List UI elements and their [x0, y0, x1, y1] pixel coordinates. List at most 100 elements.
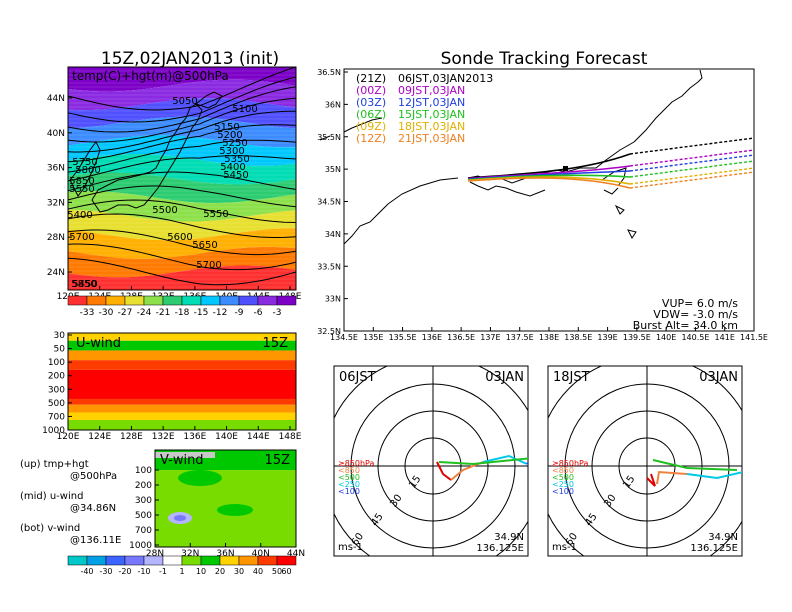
- track-lon-ticks: 134.5E 135E 135.5E 136E 136.5E 137E 137.5E 138E…: [330, 327, 768, 342]
- track-dashed: [629, 171, 755, 189]
- tick-label: 32.5N: [317, 327, 341, 336]
- hodo-date: 03JAN: [485, 370, 524, 385]
- tick-label: 137E: [480, 333, 500, 342]
- launch-code: (12Z): [356, 132, 386, 145]
- u-wind-layer: [68, 350, 296, 361]
- track-dashed: [629, 149, 755, 167]
- u-wind-label: U-wind: [76, 336, 121, 351]
- note-line: @500hPa: [70, 471, 117, 482]
- wind-colorbar-label: 40: [253, 567, 263, 576]
- v-wind-time: 15Z: [265, 453, 291, 468]
- tick-label: 700: [135, 526, 152, 536]
- tick-label: 44N: [287, 549, 305, 559]
- tick-label: 30: [54, 331, 66, 341]
- colorbar-cell: [181, 295, 202, 306]
- contour-label: 5450: [72, 279, 97, 290]
- launch-code: (00Z): [356, 84, 386, 97]
- v-wind-blob: [178, 470, 222, 486]
- wind-colorbar-label: 60: [281, 567, 291, 576]
- u-wind-layer: [68, 404, 296, 413]
- panel-legend-notes: (up) tmp+hgt@500hPa (mid) u-wind@34.86N (b…: [20, 459, 121, 546]
- colorbar-cell: [86, 295, 107, 306]
- wind-colorbar-label: 1: [179, 567, 184, 576]
- colorbar-label: -30: [99, 308, 114, 318]
- tick-label: 36N: [47, 164, 65, 174]
- contour-label: 5800: [75, 165, 100, 176]
- v-wind-pressure-ticks: 100 200 300 500 700 1000: [129, 466, 159, 551]
- level-label: <100: [338, 487, 360, 496]
- u-wind-layer: [68, 360, 296, 370]
- temp-band: [68, 246, 296, 278]
- temp-band: [68, 98, 296, 129]
- launch-time: 06JST,03JAN2013: [398, 72, 493, 85]
- v-wind-blob: [174, 515, 186, 521]
- map-frame: [67, 66, 297, 291]
- contour-label: 5450: [223, 170, 248, 181]
- hodo-date: 03JAN: [699, 370, 738, 385]
- u-wind-layer: [68, 340, 296, 351]
- contour-label: 5750: [72, 157, 97, 168]
- level-label: ≥850hPa: [552, 459, 589, 468]
- colorbar-label: -9: [235, 308, 244, 318]
- tick-label: 144E: [247, 432, 270, 442]
- tick-label: 50: [54, 345, 66, 355]
- temp-band: [68, 67, 296, 92]
- note-line: (up) tmp+hgt: [20, 459, 89, 470]
- height-contour: [67, 76, 297, 123]
- colorbar-cell: [124, 295, 145, 306]
- contour-label: 5500: [152, 205, 177, 216]
- u-wind-frame: [67, 332, 297, 431]
- colorbar-cell: [257, 295, 278, 306]
- hodograph-trace: [436, 461, 452, 481]
- wind-colorbar-cell: [276, 555, 297, 566]
- wind-colorbar-cell: [219, 555, 240, 566]
- colorbar-label: -21: [156, 308, 171, 318]
- u-wind-time: 15Z: [263, 336, 289, 351]
- level-label: <250: [338, 480, 360, 489]
- temp-colorbar: -33 -30 -27 -24 -21 -18 -15 -12 -9 -6 -3: [67, 295, 297, 318]
- height-contours: [67, 66, 297, 286]
- tick-label: 132E: [152, 432, 175, 442]
- tick-label: 36N: [325, 100, 341, 109]
- note-line: @136.11E: [70, 535, 121, 546]
- tick-label: 140E: [215, 432, 238, 442]
- launch-time: 12JST,03JAN: [398, 96, 465, 109]
- kii-coastline: [343, 177, 459, 245]
- u-wind-layer: [68, 333, 296, 341]
- wind-colorbar-label: -30: [99, 567, 112, 576]
- colorbar-label: -24: [137, 308, 152, 318]
- contour-label: 5150: [214, 122, 239, 133]
- tick-label: 140.5E: [681, 333, 709, 342]
- burst-altitude: Burst Alt= 34.0 km: [633, 319, 738, 332]
- wind-colorbar-label: 10: [196, 567, 206, 576]
- tick-label: 33N: [325, 295, 341, 304]
- wind-colorbar-label: 20: [215, 567, 225, 576]
- contour-label: 5300: [219, 146, 244, 157]
- level-label: <500: [552, 473, 574, 482]
- tick-label: 200: [135, 481, 152, 491]
- tick-label: 36N: [216, 549, 234, 559]
- height-contour: [67, 155, 297, 182]
- wind-colorbar-cell: [124, 555, 145, 566]
- colorbar-cell: [162, 295, 183, 306]
- wind-colorbar-label: -1: [159, 567, 167, 576]
- temp-band: [68, 209, 296, 241]
- v-wind-lat-ticks: 28N 32N 36N 40N 44N: [146, 543, 305, 559]
- u-wind-field: [68, 333, 296, 430]
- tick-label: 500: [135, 511, 152, 521]
- tick-label: 40N: [47, 129, 65, 139]
- v-wind-layer: [155, 452, 215, 458]
- height-contour: [67, 257, 297, 286]
- colorbar-label: -3: [273, 308, 282, 318]
- height-contour: [67, 199, 297, 223]
- wind-colorbar-label: -40: [80, 567, 93, 576]
- tick-label: 28N: [47, 233, 65, 243]
- launch-time: 15JST,03JAN: [398, 108, 465, 121]
- tick-label: 141E: [715, 333, 735, 342]
- wind-colorbar-label: 30: [234, 567, 244, 576]
- level-label: <850: [338, 466, 360, 475]
- height-contour: [67, 110, 296, 153]
- wind-colorbar-cell: [181, 555, 202, 566]
